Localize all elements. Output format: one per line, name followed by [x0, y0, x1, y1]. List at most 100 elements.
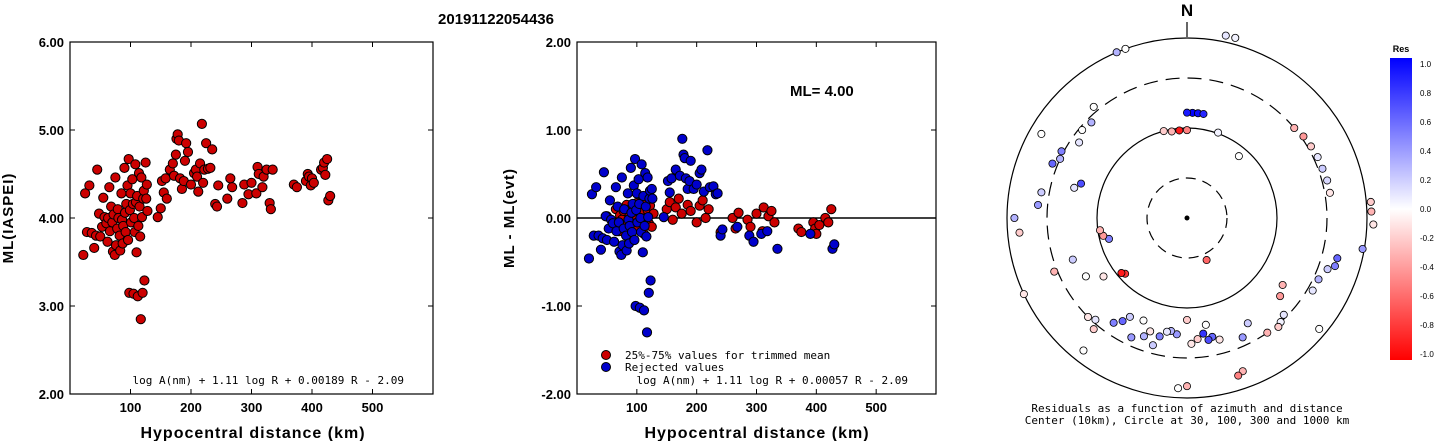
north-label: N: [1181, 1, 1193, 20]
data-point: [829, 239, 840, 250]
data-point: [766, 205, 777, 217]
data-point: [697, 195, 708, 206]
station-residual-point: [1146, 327, 1155, 336]
station-residual-point: [1174, 384, 1183, 393]
legend-label-trimmed: 25%-75% values for trimmed mean: [625, 349, 830, 362]
data-point: [222, 193, 233, 204]
station-residual-point: [1095, 226, 1104, 235]
legend-label-rejected: Rejected values: [625, 361, 724, 374]
data-point: [702, 145, 713, 156]
station-residual-point: [1099, 272, 1108, 281]
station-residual-point: [1187, 339, 1196, 348]
station-residual-point: [1318, 164, 1327, 173]
x-tick-label: 300: [241, 400, 263, 415]
station-residual-point: [1183, 382, 1192, 391]
station-residual-point: [1333, 254, 1342, 263]
data-point: [751, 208, 762, 219]
station-residual-point: [1234, 371, 1243, 380]
station-residual-point: [1089, 102, 1098, 111]
data-point: [136, 172, 147, 183]
data-point: [130, 159, 141, 170]
colorbar-tick-label: 0.2: [1420, 176, 1432, 185]
data-point: [643, 287, 654, 298]
station-residual-point: [1221, 31, 1230, 40]
data-point: [805, 228, 816, 239]
data-point: [141, 193, 152, 204]
data-point: [135, 231, 146, 242]
data-point: [610, 182, 621, 193]
data-point: [225, 173, 236, 184]
ml-residual-plot: 100 200 300 400 500 -2.00 -1.00 0.00 1.00 2.00 ML…: [501, 35, 937, 441]
station-residual-point: [1037, 188, 1046, 197]
ring-outer: [1006, 37, 1368, 399]
station-residual-point: [1148, 341, 1157, 350]
data-point: [641, 231, 652, 242]
colorbar-tick-label: 0.6: [1420, 118, 1432, 127]
data-point: [179, 155, 191, 166]
station-residual-point: [1199, 109, 1208, 118]
station-residual-point: [1234, 152, 1243, 161]
station-residual-point: [1202, 256, 1211, 265]
data-point: [191, 171, 203, 182]
station-residual-point: [1162, 327, 1171, 336]
station-residual-point: [1325, 188, 1334, 197]
x-tick-label: 400: [301, 400, 323, 415]
station-residual-point: [1139, 316, 1148, 325]
legend-marker-rejected: [601, 362, 611, 372]
data-point: [625, 162, 636, 173]
colorbar-tick-label: -0.2: [1420, 234, 1434, 243]
center-point: [1184, 215, 1190, 221]
x-axis-label: Hypocentral distance (km): [644, 425, 869, 441]
colorbar-tick-label: 0.0: [1420, 205, 1432, 214]
data-point: [89, 242, 100, 254]
data-point: [237, 197, 248, 209]
station-residual-point: [1019, 290, 1028, 299]
station-residual-point: [1075, 138, 1084, 147]
station-residual-point: [1279, 310, 1288, 319]
station-residual-point: [1201, 320, 1210, 329]
data-point: [645, 275, 656, 286]
data-point: [666, 173, 677, 184]
station-residual-point: [1050, 267, 1059, 276]
station-residual-point: [1263, 328, 1272, 337]
station-residual-point: [1155, 332, 1164, 341]
x-tick-label: 500: [362, 400, 384, 415]
x-axis-label: Hypocentral distance (km): [140, 425, 365, 441]
y-tick-label: -2.00: [541, 387, 571, 402]
station-residual-point: [1010, 213, 1019, 222]
data-point: [133, 220, 144, 232]
station-residual-point: [1015, 228, 1024, 237]
station-residual-point: [1299, 132, 1308, 141]
data-point: [227, 182, 238, 193]
station-residual-point: [1057, 147, 1066, 156]
colorbar-tick-label: 1.0: [1420, 60, 1432, 69]
station-residual-point: [1238, 333, 1247, 342]
y-tick-label: 1.00: [546, 123, 571, 138]
data-point: [732, 221, 743, 232]
data-point: [664, 187, 675, 198]
y-tick-label: -1.00: [541, 299, 571, 314]
data-point: [139, 275, 150, 286]
data-point: [92, 164, 103, 175]
legend-marker-trimmed: [601, 350, 611, 360]
station-residual-point: [1215, 335, 1224, 344]
y-tick-label: 4.00: [39, 211, 64, 226]
data-point: [182, 146, 194, 158]
station-residual-point: [1183, 126, 1192, 135]
data-point: [84, 180, 95, 191]
data-point: [745, 221, 756, 232]
x-tick-label: 200: [180, 400, 202, 415]
y-tick-label: 2.00: [39, 387, 64, 402]
figure-title: 20191122054436: [438, 11, 554, 28]
x-tick-label: 100: [626, 400, 648, 415]
station-residual-point: [1159, 127, 1168, 136]
data-point: [246, 177, 257, 188]
data-point: [102, 236, 113, 247]
data-point: [685, 155, 696, 166]
data-point: [643, 212, 654, 223]
station-residual-point: [1243, 319, 1252, 328]
data-point: [826, 204, 837, 215]
data-point: [80, 188, 91, 199]
data-point: [685, 205, 696, 217]
